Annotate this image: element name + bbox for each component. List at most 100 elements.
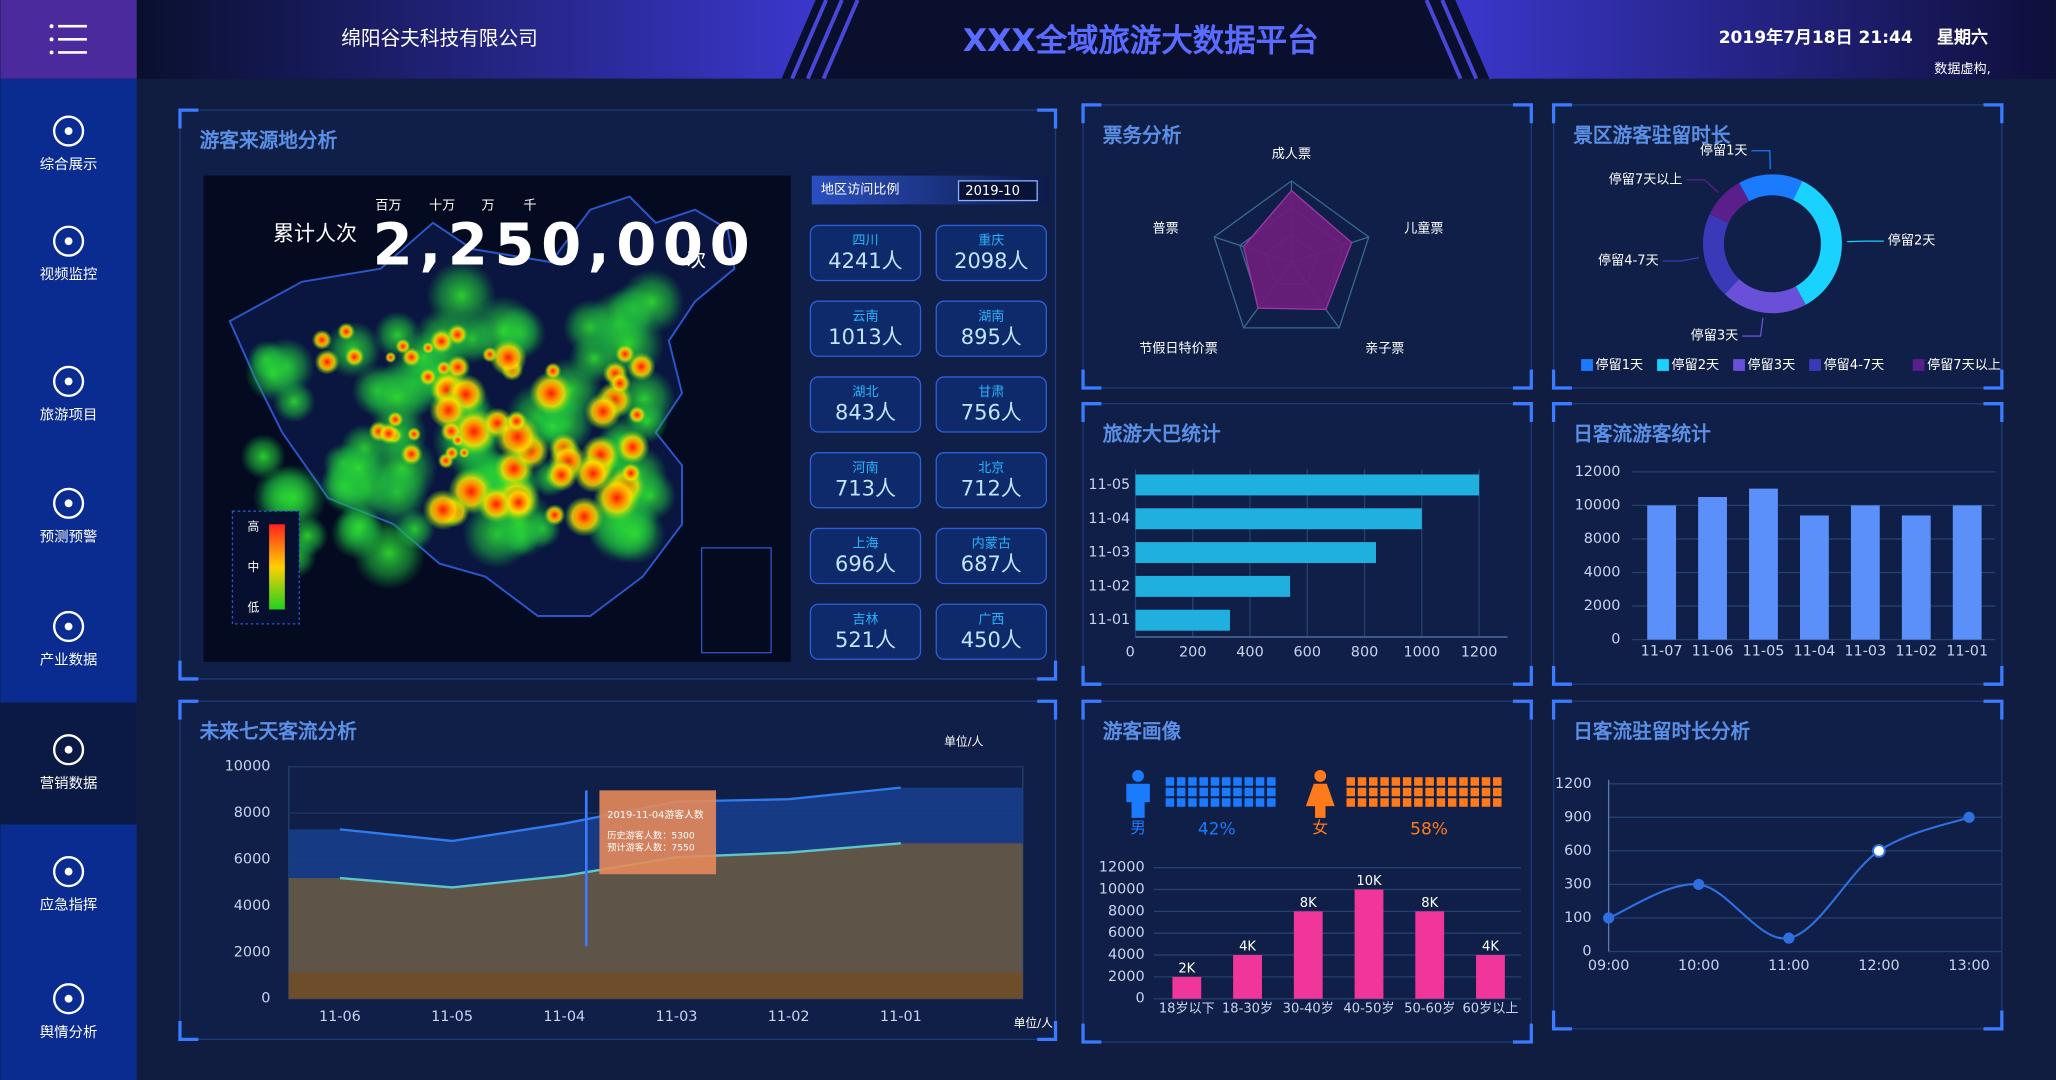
panel-corner	[1512, 369, 1533, 390]
value-label: 8K	[1300, 896, 1317, 911]
heat-spot	[444, 445, 460, 461]
bar	[1354, 889, 1384, 999]
sidebar-item[interactable]: 综合展示	[40, 115, 98, 173]
table-title: 地区访问比例	[821, 182, 900, 198]
heat-spot	[387, 411, 404, 428]
x-tick-label: 0	[1126, 645, 1135, 661]
donut-leader	[1742, 317, 1764, 337]
heat-spot	[384, 351, 397, 364]
heat-spot	[564, 496, 605, 537]
x-tick-label: 11-05	[1743, 643, 1785, 659]
y-tick-label: 8000	[234, 805, 271, 821]
y-tick-label: 8000	[1584, 531, 1621, 547]
radar-label: 成人票	[1272, 146, 1311, 162]
heat-spot	[421, 341, 435, 355]
bar	[1850, 505, 1880, 640]
bar	[1698, 497, 1727, 640]
bar	[1647, 505, 1677, 640]
bar	[1135, 609, 1230, 631]
x-tick-label: 11-01	[880, 1009, 922, 1025]
heat-spot	[344, 346, 365, 368]
region-card	[809, 300, 922, 357]
heat-spot	[377, 422, 400, 445]
gender-label: 男	[1130, 818, 1146, 837]
x-tick-label: 60岁以上	[1462, 1001, 1518, 1017]
y-tick-label: 11-01	[1088, 612, 1130, 628]
panel-title: 日客流驻留时长分析	[1573, 720, 1750, 743]
heat-spot	[429, 391, 468, 430]
floor-band	[288, 972, 1023, 999]
panel-corner	[1983, 1010, 2004, 1031]
sidebar-item[interactable]: 产业数据	[40, 610, 98, 669]
heat-spot	[494, 413, 541, 460]
heat-spot	[395, 338, 411, 355]
value-label: 10K	[1356, 874, 1382, 889]
panel-corner	[178, 1021, 199, 1042]
region-card	[935, 300, 1048, 357]
panel-corner	[1081, 699, 1102, 720]
header-stripe	[821, 0, 860, 80]
y-tick-label: 8000	[1108, 903, 1145, 919]
x-tick-label: 11-06	[1692, 643, 1734, 659]
sidebar-icon	[52, 610, 85, 643]
sidebar-icon-dot	[64, 994, 73, 1003]
legend-swatch	[1809, 359, 1821, 371]
x-tick-label: 600	[1294, 645, 1322, 661]
heat-spot	[314, 349, 340, 375]
sidebar-item[interactable]: 旅游项目	[40, 365, 98, 423]
value-label: 8K	[1421, 896, 1438, 911]
counter-suffix: 次	[687, 248, 707, 271]
sidebar-icon	[52, 983, 85, 1015]
sidebar-item[interactable]: 应急指挥	[40, 856, 98, 914]
y-tick-label: 0	[261, 991, 270, 1007]
heat-blob	[244, 344, 302, 402]
header-left-band	[136, 0, 816, 79]
sidebar-label: 综合展示	[40, 156, 98, 173]
sidebar-item[interactable]: 预测预警	[40, 487, 98, 545]
panel-corner	[1512, 665, 1533, 686]
counter-unit: 万	[481, 198, 494, 213]
region-card	[809, 376, 922, 433]
heat-spot	[445, 355, 470, 380]
region-count: 687人	[961, 552, 1022, 576]
bar	[1135, 575, 1291, 597]
donut-segment	[1739, 174, 1803, 202]
donut-label: 停留7天以上	[1609, 170, 1683, 187]
heat-blob	[363, 364, 430, 431]
sidebar-item[interactable]: 视频监控	[40, 225, 98, 283]
menu-dot	[49, 24, 54, 29]
panel-title: 景区游客驻留时长	[1573, 124, 1731, 147]
heat-spot	[406, 427, 422, 442]
y-tick-label: 1200	[1555, 776, 1592, 792]
company-name: 绵阳谷夫科技有限公司	[341, 27, 538, 50]
legend-label: 停留7天以上	[1927, 356, 2001, 373]
radar-label: 普票	[1153, 220, 1179, 236]
x-tick-label: 11-02	[1895, 643, 1937, 659]
x-tick-label: 18岁以下	[1159, 1001, 1215, 1017]
counter-label: 累计人次	[273, 222, 357, 246]
donut-label: 停留2天	[1888, 232, 1936, 249]
donut-leader	[1662, 256, 1700, 262]
heat-spot	[620, 462, 642, 484]
panel	[1552, 104, 2003, 389]
x-tick-label: 1200	[1461, 645, 1498, 661]
sidebar-icon-dot	[64, 745, 73, 754]
bar	[1293, 911, 1323, 999]
panel-corner	[1551, 699, 1572, 720]
sidebar-icon	[52, 225, 85, 257]
bar	[1135, 542, 1376, 564]
map-inset	[700, 547, 772, 654]
region-name: 甘肃	[978, 384, 1004, 400]
panel-corner	[1512, 699, 1533, 720]
area-fill	[288, 843, 1023, 999]
legend-swatch	[1581, 359, 1593, 371]
point	[1783, 932, 1795, 944]
sidebar-label: 旅游项目	[40, 406, 98, 423]
x-tick-label: 10:00	[1678, 958, 1720, 974]
sidebar-item[interactable]: 营销数据	[40, 734, 98, 792]
heat-spot	[545, 458, 578, 492]
y-tick-label: 11-04	[1088, 511, 1130, 527]
sidebar-item[interactable]: 舆情分析	[40, 983, 98, 1041]
panel-corner	[1081, 369, 1102, 390]
heat-spot	[544, 362, 562, 380]
